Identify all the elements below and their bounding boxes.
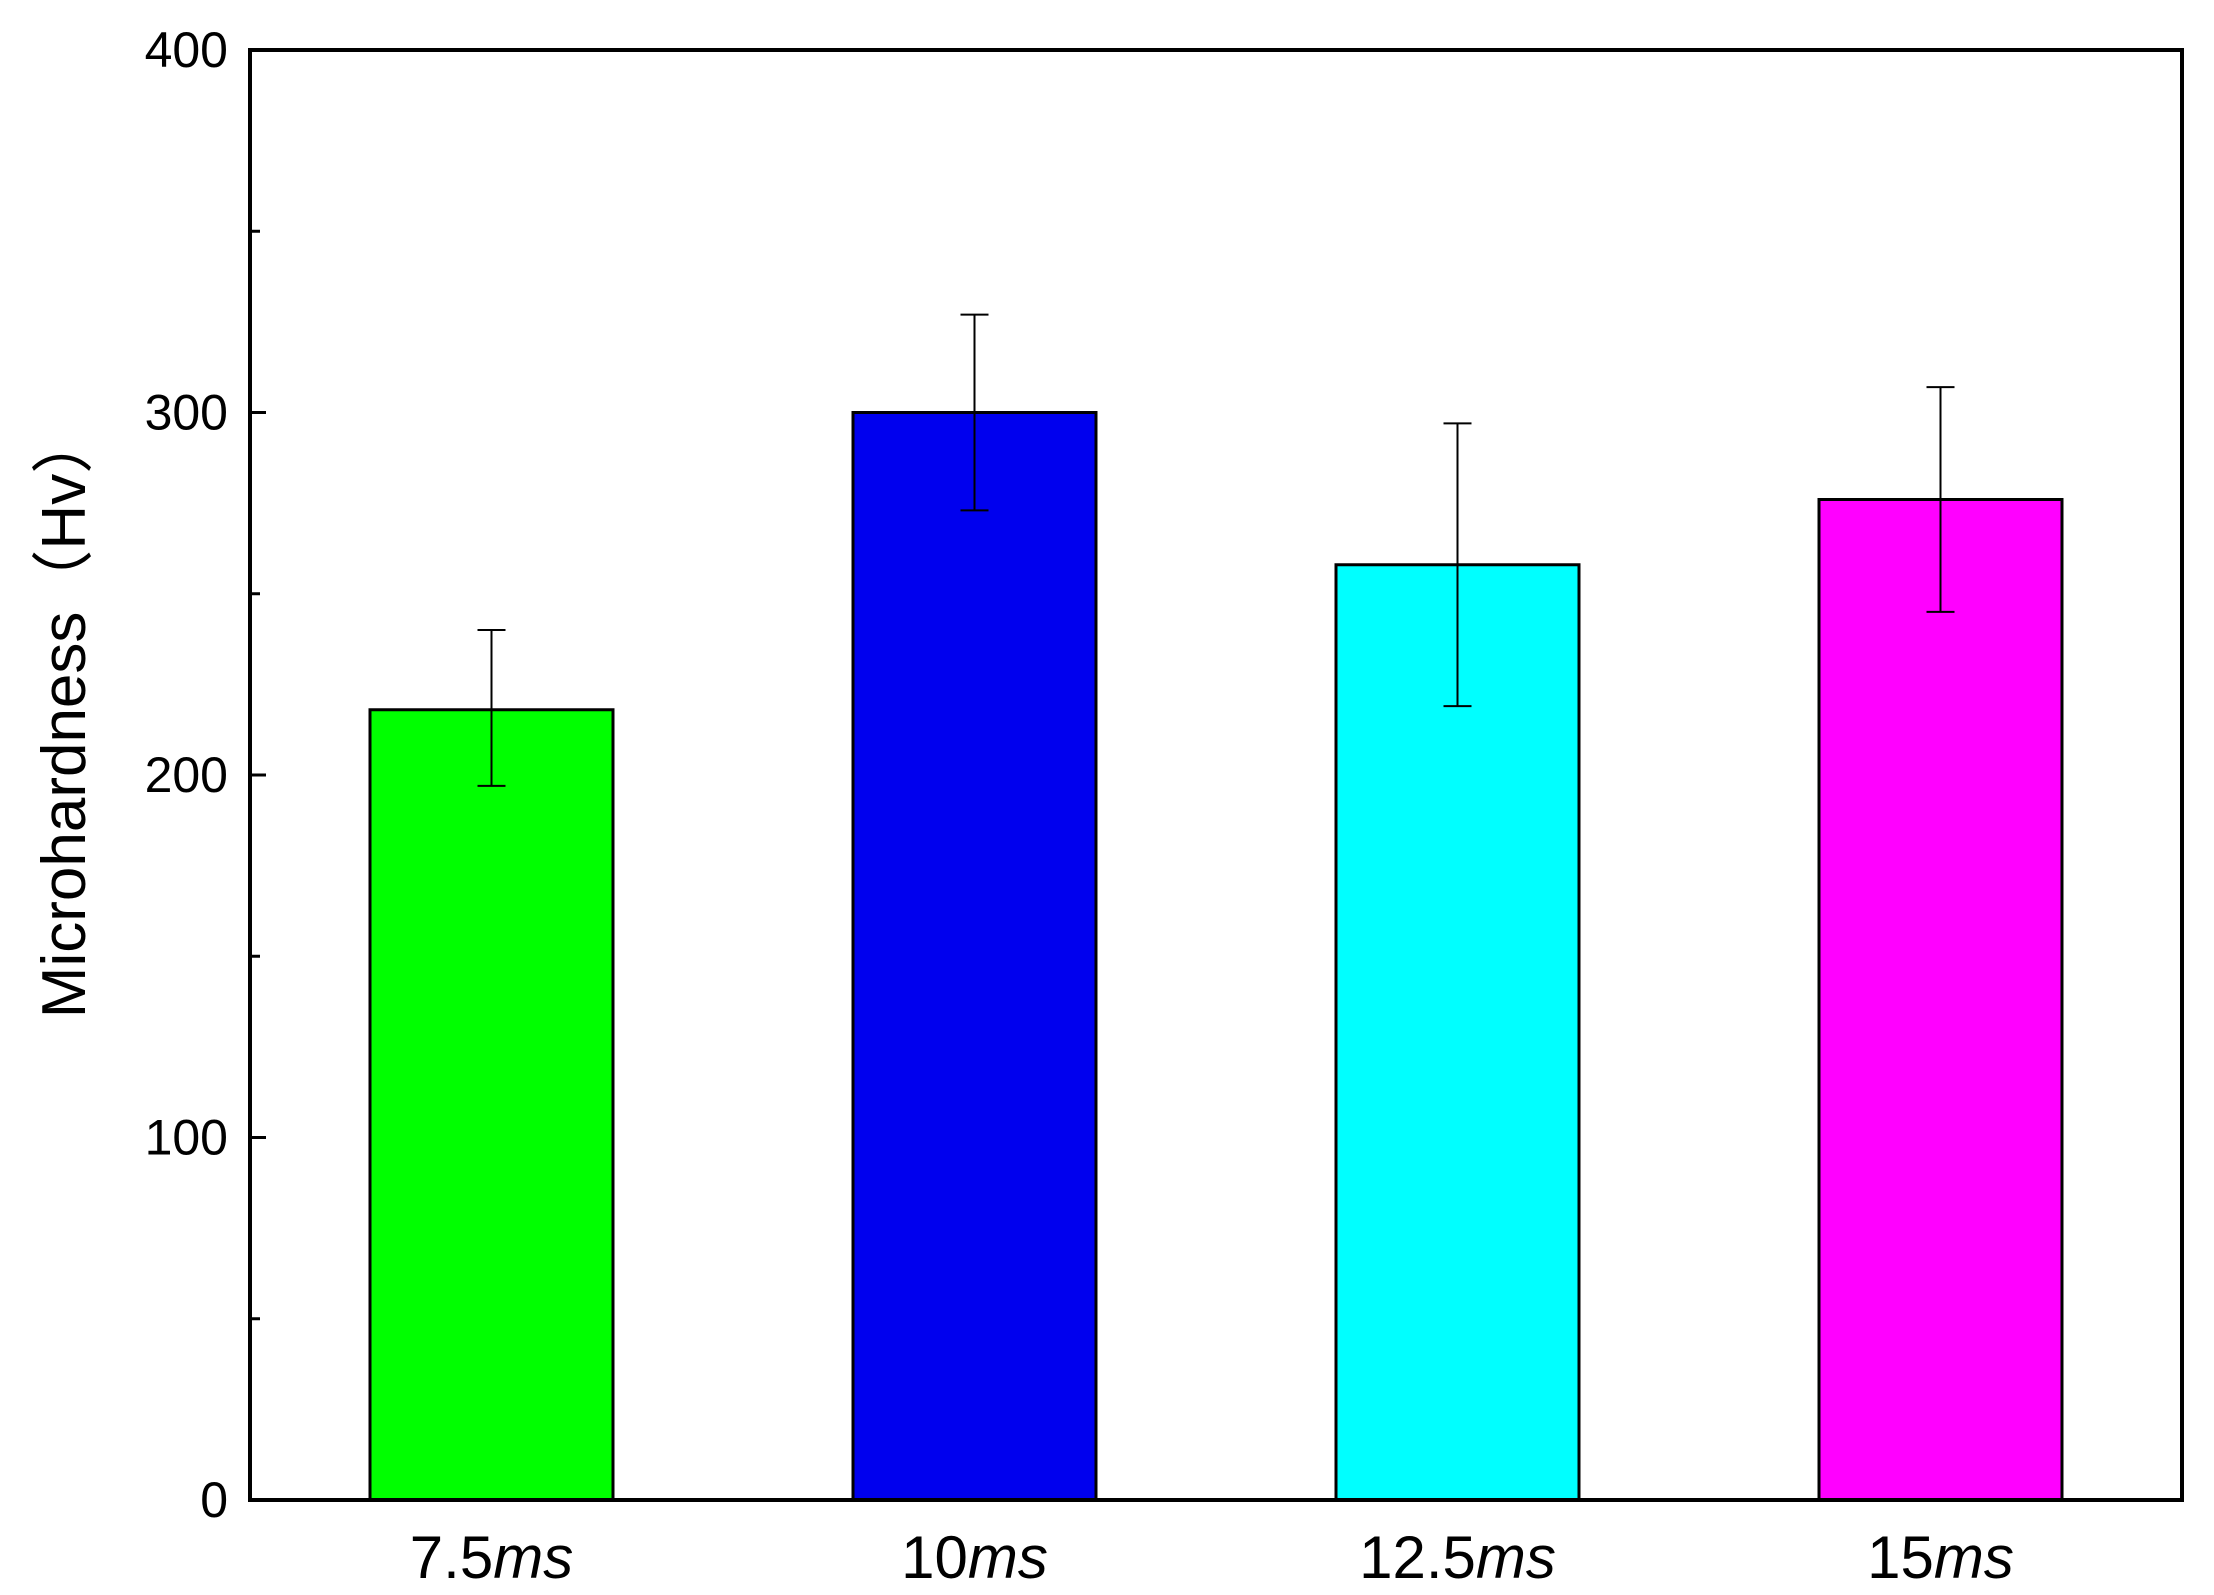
x-tick-label: 15ms bbox=[1867, 1524, 2014, 1591]
y-tick-label: 100 bbox=[145, 1110, 228, 1166]
error-bar bbox=[1926, 386, 1955, 613]
error-bar bbox=[1443, 422, 1472, 708]
x-tick-unit: ms bbox=[968, 1524, 1048, 1591]
x-tick-unit: ms bbox=[1476, 1524, 1556, 1591]
x-axis: 7.5ms 10ms 12.5ms 15ms bbox=[410, 1524, 2014, 1591]
x-tick-number: 10 bbox=[901, 1524, 968, 1591]
bar bbox=[851, 411, 1098, 1502]
y-axis-title: Microhardness（Hv） bbox=[30, 412, 99, 1018]
error-bar bbox=[477, 629, 506, 787]
error-bars-group bbox=[477, 313, 1955, 787]
y-tick-label: 200 bbox=[145, 747, 228, 803]
x-tick-number: 12.5 bbox=[1359, 1524, 1476, 1591]
x-tick-number: 7.5 bbox=[410, 1524, 493, 1591]
x-tick-unit: ms bbox=[493, 1524, 573, 1591]
x-tick-label: 7.5ms bbox=[410, 1524, 573, 1591]
bar bbox=[368, 708, 615, 1502]
bar bbox=[1817, 498, 2064, 1502]
bar bbox=[1334, 563, 1581, 1502]
y-tick-label: 400 bbox=[145, 22, 228, 78]
x-tick-label: 10ms bbox=[901, 1524, 1048, 1591]
y-tick-label: 0 bbox=[200, 1472, 228, 1528]
x-tick-number: 15 bbox=[1867, 1524, 1934, 1591]
y-axis: 0 100 200 300 400 bbox=[145, 22, 266, 1528]
error-bar bbox=[960, 313, 989, 512]
y-tick-label: 300 bbox=[145, 385, 228, 441]
x-tick-unit: ms bbox=[1934, 1524, 2014, 1591]
bars-group bbox=[368, 411, 2064, 1502]
x-tick-label: 12.5ms bbox=[1359, 1524, 1556, 1591]
